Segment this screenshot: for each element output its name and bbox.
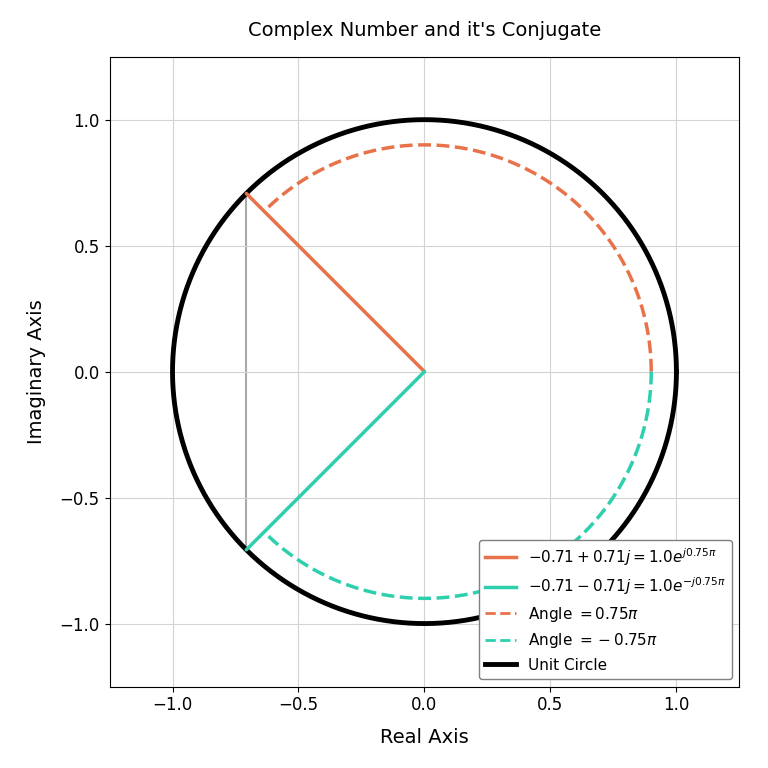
Title: Complex Number and it's Conjugate: Complex Number and it's Conjugate <box>248 21 601 40</box>
Y-axis label: Imaginary Axis: Imaginary Axis <box>27 300 45 444</box>
Legend: $-0.71 + 0.71j = 1.0e^{j0.75\pi}$, $-0.71 - 0.71j = 1.0e^{-j0.75\pi}$, Angle $= : $-0.71 + 0.71j = 1.0e^{j0.75\pi}$, $-0.7… <box>479 540 732 679</box>
X-axis label: Real Axis: Real Axis <box>380 728 468 747</box>
